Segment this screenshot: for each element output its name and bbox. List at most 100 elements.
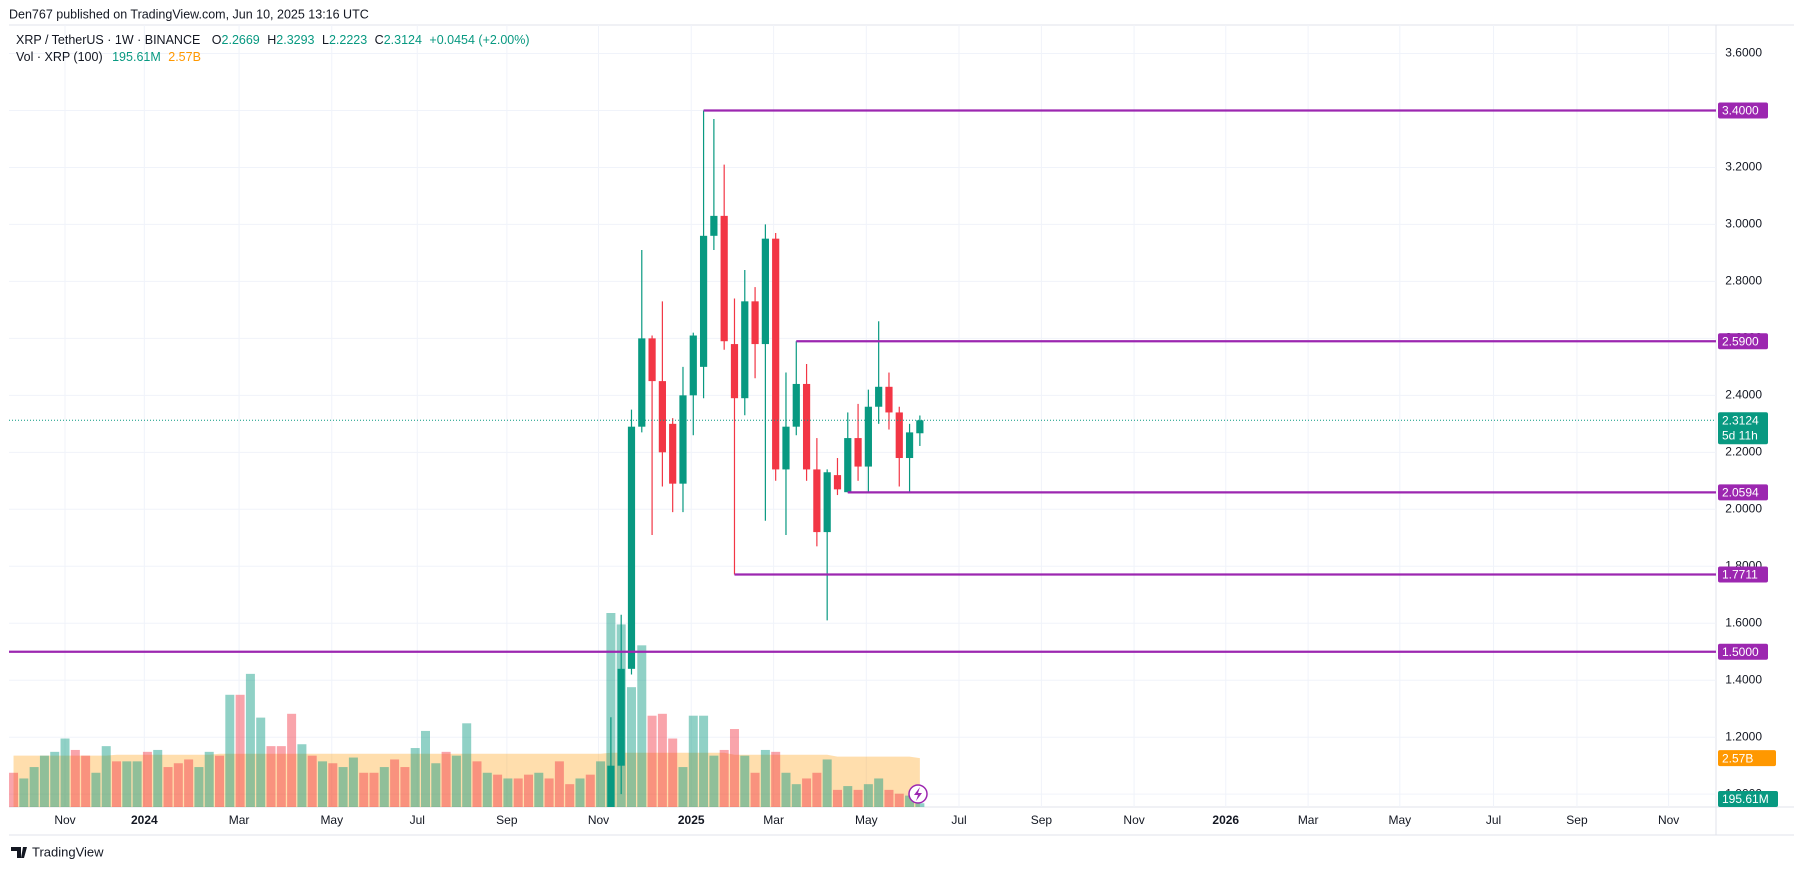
candle-body (813, 469, 821, 533)
candle-body (833, 475, 842, 490)
candle-body (730, 344, 739, 399)
volume-bar (9, 772, 19, 807)
candle-body (782, 426, 790, 470)
level-label-box (1718, 643, 1768, 660)
volume-bar (369, 772, 379, 807)
volume-bar (19, 778, 29, 807)
volume-bar (153, 749, 163, 807)
volume-bar (853, 789, 863, 807)
y-tick-label: 2.2000 (1725, 444, 1762, 458)
y-tick-label: 3.0000 (1725, 217, 1762, 231)
low-value: 2.2223 (329, 33, 367, 47)
x-tick-label: Sep (1566, 813, 1588, 827)
last-price-box (1718, 412, 1768, 445)
volume-bar (863, 784, 873, 807)
publish-header: Den767 published on TradingView.com, Jun… (9, 7, 369, 21)
ohlc-key: L (322, 33, 329, 47)
candle-body (792, 383, 800, 427)
plot-area (9, 109, 1716, 807)
candle-body (895, 412, 903, 459)
volume-bar (791, 784, 801, 807)
legend-volume: Vol · XRP (100) 195.61M 2.57B (16, 50, 201, 64)
volume-bar (348, 757, 358, 807)
volume-bar (668, 738, 678, 807)
volume-bar (184, 759, 194, 807)
volume-bar (565, 784, 575, 807)
volume-bar (513, 778, 523, 807)
volume-bar (431, 763, 441, 807)
level-label-box (1718, 333, 1768, 350)
candle-body (802, 383, 811, 470)
volume-bar (421, 730, 431, 807)
candle-body (638, 338, 646, 427)
change-value: +0.0454 (+2.00%) (429, 33, 529, 47)
volume-bar (740, 755, 750, 807)
candle-body (885, 386, 893, 413)
ohlc-key: C (375, 33, 384, 47)
volume-bar (400, 767, 410, 807)
candle-body (741, 301, 749, 399)
candle-body (627, 426, 636, 669)
volume-ma-value: 2.57B (168, 50, 201, 64)
volume-bar (832, 789, 842, 807)
alert-icon-bolt (914, 787, 922, 801)
candle-body (751, 301, 759, 345)
y-tick-label: 3.2000 (1725, 160, 1762, 174)
x-tick-label: Mar (229, 813, 250, 827)
x-tick-label: Sep (496, 813, 518, 827)
level-label-box (1718, 102, 1768, 119)
volume-bar (245, 673, 255, 807)
volume-bar (163, 767, 173, 807)
volume-bar (307, 755, 317, 807)
volume-bar (688, 715, 698, 807)
volume-bar (523, 774, 533, 807)
y-tick-label: 2.8000 (1725, 274, 1762, 288)
volume-bar (256, 717, 266, 807)
volume-bar (287, 713, 297, 807)
level-label: 2.5900 (1722, 334, 1759, 348)
volume-bar (771, 751, 781, 807)
volume-bar (802, 778, 812, 807)
last-price-label: 2.3124 (1722, 413, 1759, 427)
y-tick-label: 1.2000 (1725, 729, 1762, 743)
volume-bar (647, 715, 657, 807)
volume-bar (596, 761, 606, 807)
level-label-box (1718, 566, 1768, 583)
candle-body (916, 420, 924, 434)
volume-bar (235, 694, 245, 807)
volume-bar (905, 795, 915, 807)
countdown-label: 5d 11h (1722, 428, 1758, 442)
candle-body (761, 238, 769, 345)
high-value: 2.3293 (276, 33, 314, 47)
volume-bar (132, 761, 142, 807)
x-tick-label: 2026 (1212, 813, 1239, 827)
candle-body (679, 395, 687, 484)
volume-bar (657, 713, 667, 807)
volume-bar (91, 772, 101, 807)
volume-bar (173, 763, 183, 807)
x-tick-label: Jul (1486, 813, 1501, 827)
volume-bar (534, 772, 544, 807)
candle-body (699, 235, 708, 367)
volume-bar (843, 786, 853, 807)
volume-bar (60, 738, 70, 807)
level-label: 1.5000 (1722, 645, 1759, 659)
level-label: 3.4000 (1722, 104, 1759, 118)
volume-bar (379, 767, 389, 807)
close-value: 2.3124 (384, 33, 422, 47)
candle-body (669, 423, 677, 484)
x-tick-label: May (855, 813, 878, 827)
volume-bar (626, 687, 636, 807)
volume-bar (122, 761, 132, 807)
candle-body (875, 386, 883, 407)
volume-bar (915, 803, 925, 807)
volume-bar (637, 645, 647, 807)
volume-bar (318, 761, 328, 807)
tv-logo (11, 847, 27, 858)
x-tick-label: Mar (1298, 813, 1319, 827)
legend-price: XRP / TetherUS · 1W · BINANCE O2.2669 H2… (16, 33, 530, 47)
volume-bar (503, 778, 513, 807)
volume-bar (760, 749, 770, 807)
candle-body (823, 472, 831, 533)
